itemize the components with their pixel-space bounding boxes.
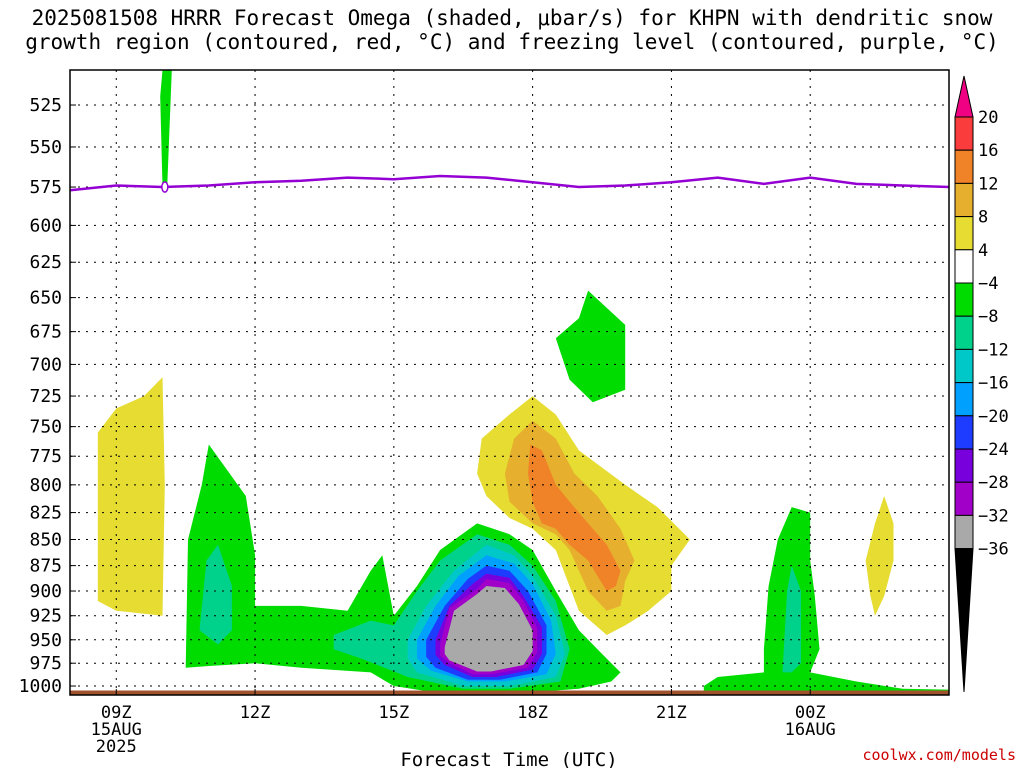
x-tick-label: 16AUG [785, 720, 836, 740]
colorbar-label: −28 [978, 473, 1009, 493]
colorbar-label: 16 [978, 141, 998, 161]
y-tick-label: 650 [29, 288, 62, 309]
watermark: coolwx.com/models [862, 746, 1016, 764]
omega-region--8_-4 [703, 507, 949, 693]
omega-region-4_8 [865, 496, 894, 616]
omega-shading [70, 70, 949, 695]
colorbar-band [954, 382, 974, 417]
colorbar-band [954, 282, 974, 317]
y-tick-label: 675 [29, 322, 62, 343]
colorbar-band [954, 448, 974, 483]
y-tick-label: 975 [29, 653, 62, 674]
colorbar-band [954, 149, 974, 184]
y-tick-label: 575 [29, 177, 62, 198]
y-tick-label: 725 [29, 386, 62, 407]
colorbar-band [954, 514, 974, 550]
y-tick-label: 875 [29, 556, 62, 577]
x-tick-label: 09Z [101, 703, 132, 723]
colorbar-label: 8 [978, 208, 988, 228]
plot-border [69, 69, 950, 696]
omega-region--36_-32 [444, 586, 533, 672]
colorbar: 20 16 12 8 4 −4 −8 −12 −16 −20 −24 −28 −32 −36 [954, 75, 1009, 693]
x-tick-label: 15AUG [91, 720, 142, 740]
ground-terrain [70, 690, 949, 695]
colorbar-band [954, 116, 974, 151]
freezing-level-marker [161, 181, 169, 193]
colorbar-band [954, 481, 974, 516]
colorbar-label: −12 [978, 340, 1009, 360]
freezing-level-layer [70, 174, 949, 193]
y-tick-label: 825 [29, 503, 62, 524]
colorbar-label: 12 [978, 174, 998, 194]
colorbar-label: 4 [978, 241, 988, 261]
x-tick-label: 21Z [656, 703, 687, 723]
colorbar-band [954, 415, 974, 450]
omega-region--8_-4 [555, 290, 626, 403]
colorbar-top-arrow [954, 75, 974, 118]
freezing-level-line [70, 174, 949, 192]
grid-lines [70, 70, 949, 695]
omega-region--12_-8 [199, 544, 232, 645]
plot-frame [69, 69, 950, 696]
y-tick-label: 550 [29, 137, 62, 158]
colorbar-band [954, 348, 974, 384]
omega-region--8_-4 [160, 70, 172, 187]
x-tick-label: 00Z [795, 703, 826, 723]
y-tick-label: 950 [29, 630, 62, 651]
colorbar-label: −36 [978, 540, 1009, 560]
title-line-2: growth region (contoured, red, °C) and f… [25, 30, 999, 54]
y-tick-label: 600 [29, 215, 62, 236]
x-tick-label: 18Z [517, 703, 548, 723]
y-tick-label: 625 [29, 252, 62, 273]
y-tick-label: 1000 [19, 676, 62, 697]
omega-region-4_8 [97, 377, 165, 616]
y-tick-label: 925 [29, 606, 62, 627]
y-tick-label: 775 [29, 446, 62, 467]
colorbar-label: −20 [978, 407, 1009, 427]
x-tick-label: 12Z [240, 703, 271, 723]
colorbar-band [954, 182, 974, 218]
x-tick-label: 15Z [378, 703, 409, 723]
colorbar-band [954, 249, 974, 284]
title-line-1: 2025081508 HRRR Forecast Omega (shaded, … [31, 6, 993, 30]
y-tick-label: 850 [29, 529, 62, 550]
colorbar-bottom-arrow [954, 548, 974, 693]
y-tick-label: 525 [29, 95, 62, 116]
chart-title: 2025081508 HRRR Forecast Omega (shaded, … [0, 6, 1024, 54]
y-tick-label: 750 [29, 417, 62, 438]
y-tick-label: 900 [29, 581, 62, 602]
y-tick-label: 700 [29, 354, 62, 375]
omega-region--12_-8 [782, 565, 801, 673]
colorbar-label: 20 [978, 108, 998, 128]
colorbar-band [954, 216, 974, 251]
colorbar-label: −8 [978, 307, 998, 327]
x-axis-label: Forecast Time (UTC) [400, 749, 617, 768]
y-axis: 525 550 575 600 625 650 675 700 725 750 775 800 825 8… [19, 95, 76, 697]
y-tick-label: 800 [29, 475, 62, 496]
x-tick-label: 2025 [96, 737, 137, 757]
omega-region-12_16 [528, 444, 621, 591]
colorbar-band [954, 315, 974, 350]
colorbar-label: −16 [978, 374, 1009, 394]
colorbar-label: −32 [978, 506, 1009, 526]
colorbar-label: −4 [978, 274, 998, 294]
colorbar-label: −24 [978, 440, 1009, 460]
